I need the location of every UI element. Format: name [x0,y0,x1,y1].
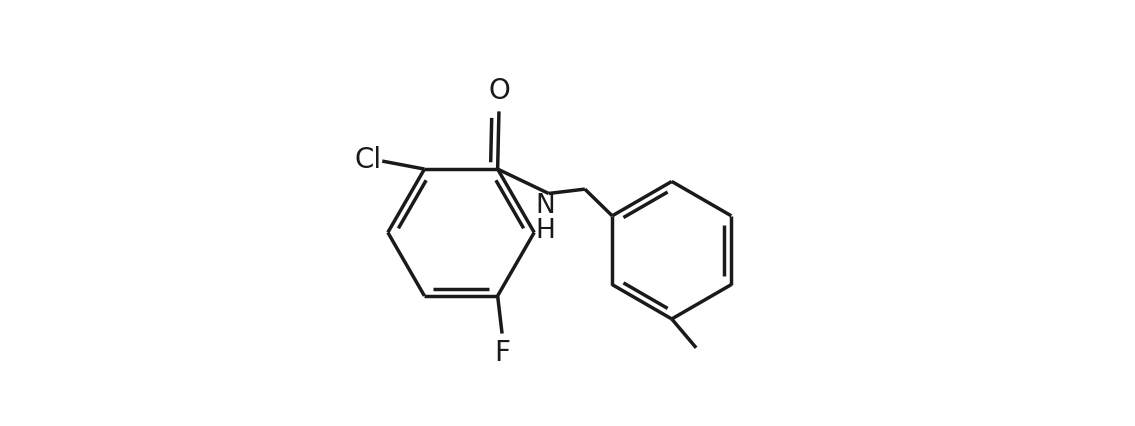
Text: Cl: Cl [354,146,381,173]
Text: F: F [494,338,510,366]
Text: O: O [488,77,510,105]
Text: N
H: N H [536,193,555,244]
